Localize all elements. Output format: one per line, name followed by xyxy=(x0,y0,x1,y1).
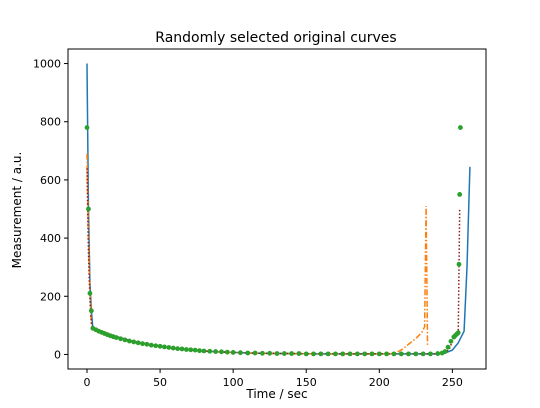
data-point xyxy=(340,351,346,357)
y-tick-label: 1000 xyxy=(33,58,61,71)
y-axis: 0 200 400 600 800 1000 xyxy=(33,58,68,361)
data-point xyxy=(445,344,451,350)
data-point xyxy=(325,351,331,357)
y-tick-label: 400 xyxy=(40,232,61,245)
data-point xyxy=(347,351,353,357)
data-point xyxy=(118,336,124,342)
data-point xyxy=(259,350,265,356)
data-point xyxy=(267,350,273,356)
y-tick-label: 800 xyxy=(40,116,61,129)
data-point xyxy=(192,347,198,353)
x-tick-label: 0 xyxy=(84,376,91,389)
x-tick-label: 250 xyxy=(442,376,463,389)
data-point xyxy=(87,290,93,296)
data-point xyxy=(406,351,411,357)
data-point xyxy=(458,125,463,130)
x-tick-label: 150 xyxy=(296,376,317,389)
data-point xyxy=(281,351,287,356)
data-point xyxy=(213,349,219,354)
data-point xyxy=(135,340,141,346)
x-axis: 0 50 100 150 200 250 xyxy=(84,369,463,389)
plot-area xyxy=(84,63,471,357)
data-point xyxy=(131,339,137,345)
y-tick-label: 600 xyxy=(40,174,61,187)
data-point xyxy=(166,345,172,350)
data-point xyxy=(170,345,176,351)
axes-frame xyxy=(67,48,487,370)
data-point xyxy=(457,192,463,197)
data-point xyxy=(274,351,280,356)
chart-title: Randomly selected original curves xyxy=(155,30,396,46)
data-point xyxy=(252,350,258,356)
data-point xyxy=(175,346,181,352)
data-point xyxy=(140,341,145,347)
data-point xyxy=(245,350,251,356)
data-point xyxy=(318,351,324,357)
data-point xyxy=(413,351,419,357)
data-point xyxy=(148,342,154,348)
data-point xyxy=(391,351,397,357)
data-point xyxy=(219,349,224,355)
y-tick-label: 200 xyxy=(40,290,61,303)
data-point xyxy=(201,348,207,354)
data-point xyxy=(369,351,375,357)
data-point xyxy=(303,351,309,357)
data-point xyxy=(207,348,213,354)
data-point xyxy=(428,351,433,357)
data-point xyxy=(442,349,448,354)
data-point xyxy=(230,350,236,355)
data-point xyxy=(84,125,90,130)
data-point xyxy=(289,351,295,356)
data-point xyxy=(456,261,462,267)
data-point xyxy=(113,335,119,340)
data-point xyxy=(126,338,132,344)
y-axis-label: Measurement / a.u. xyxy=(10,152,24,269)
data-point xyxy=(224,349,230,355)
series-3 xyxy=(84,125,463,357)
data-point xyxy=(197,348,202,354)
data-point xyxy=(296,351,302,356)
data-point xyxy=(86,206,91,212)
data-point xyxy=(398,351,404,357)
data-point xyxy=(384,351,390,357)
data-point xyxy=(311,351,316,357)
data-point xyxy=(333,351,338,357)
data-point xyxy=(435,351,441,356)
data-point xyxy=(183,347,189,352)
data-point xyxy=(122,337,128,343)
data-point xyxy=(448,338,454,344)
data-point xyxy=(455,330,461,336)
data-point xyxy=(376,351,382,357)
x-tick-label: 200 xyxy=(369,376,390,389)
data-point xyxy=(238,350,243,356)
x-axis-label: Time / sec xyxy=(245,387,307,401)
data-point xyxy=(88,308,94,314)
data-point xyxy=(354,351,360,357)
data-point xyxy=(162,344,167,350)
x-tick-label: 100 xyxy=(223,376,244,389)
data-point xyxy=(153,343,159,349)
x-tick-label: 50 xyxy=(153,376,167,389)
data-point xyxy=(188,347,194,353)
data-point xyxy=(362,351,368,357)
data-point xyxy=(420,351,426,357)
y-tick-label: 0 xyxy=(54,348,61,361)
data-point xyxy=(179,346,185,352)
data-point xyxy=(157,343,163,349)
data-point xyxy=(144,341,150,347)
